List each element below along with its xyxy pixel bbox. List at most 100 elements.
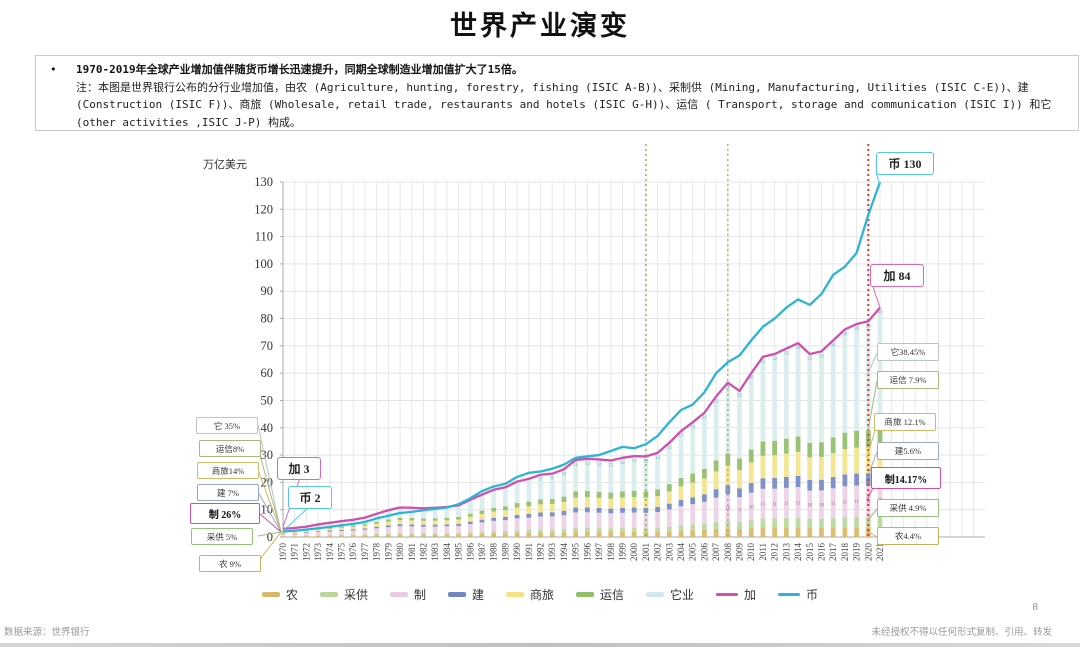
- bar-segment-运信: [409, 518, 415, 521]
- bar-segment-运信: [397, 517, 403, 521]
- bar-segment-label: 11: [854, 500, 859, 505]
- bar-segment-label: 33: [784, 352, 789, 357]
- bar-segment-采供: [491, 531, 497, 534]
- bar-segment-建: [280, 533, 286, 534]
- x-tick-label: 2014: [793, 543, 803, 562]
- bar-segment-建: [608, 508, 614, 514]
- callout-leader: [871, 283, 881, 308]
- bar-segment-采供: [549, 529, 555, 533]
- x-tick-label: 2019: [852, 543, 862, 562]
- bar-segment-运信: [385, 519, 391, 522]
- bar-segment-运信: [432, 518, 438, 521]
- bar-segment-农: [292, 536, 298, 537]
- bar-segment-它业: [479, 494, 485, 511]
- bar-segment-它业: [737, 390, 742, 459]
- bar-segment-采供: [503, 530, 508, 534]
- y-tick-label: 110: [255, 230, 273, 244]
- bar-segment-农: [737, 528, 742, 537]
- bar-segment-采供: [819, 518, 824, 528]
- y-tick-label: 50: [261, 393, 274, 407]
- bar-segment-制: [830, 488, 836, 518]
- bar-segment-它业: [315, 524, 321, 529]
- bar-segment-商旅: [561, 502, 567, 511]
- bar-segment-运信: [538, 499, 543, 505]
- bar-segment-制: [315, 532, 321, 536]
- bar-segment-label: 10: [562, 472, 567, 477]
- bar-segment-建: [549, 512, 555, 517]
- bar-segment-商旅: [444, 520, 450, 525]
- bar-segment-商旅: [830, 452, 836, 478]
- bar-segment-采供: [292, 535, 298, 537]
- bar-segment-农: [772, 527, 778, 537]
- bar-segment-建: [397, 524, 403, 527]
- legend-swatch: [646, 592, 665, 597]
- bar-segment-农: [655, 531, 660, 537]
- x-tick-label: 1975: [337, 543, 347, 562]
- bar-segment-它业: [783, 348, 789, 439]
- bar-segment-采供: [315, 535, 321, 536]
- bar-segment-农: [397, 534, 403, 537]
- bar-segment-它业: [432, 507, 438, 519]
- callout-leader: [257, 447, 282, 533]
- bar-segment-它业: [713, 396, 719, 461]
- bar-segment-采供: [514, 530, 520, 534]
- bar-segment-运信: [573, 491, 579, 498]
- bar-segment-农: [456, 534, 461, 537]
- bar-segment-采供: [854, 516, 859, 528]
- chart-legend: 农 采供 制 建 商旅 运信 它业 加 币: [0, 586, 1080, 603]
- bar-segment-运信: [760, 441, 766, 456]
- callout-left-share-0: 它 35%: [196, 417, 258, 434]
- bar-segment-label: 10: [749, 505, 754, 510]
- bar-segment-它业: [690, 422, 696, 474]
- bar-segment-商旅: [479, 513, 485, 520]
- x-tick-label: 1972: [301, 543, 311, 561]
- callout-leader: [257, 491, 282, 533]
- bar-segment-它业: [854, 324, 859, 431]
- bar-segment-制: [479, 522, 485, 532]
- legend-label: 农: [285, 588, 298, 602]
- bar-segment-建: [842, 474, 848, 487]
- x-tick-label: 1999: [617, 543, 627, 562]
- x-tick-label: 1984: [442, 543, 452, 562]
- bar-segment-制: [397, 526, 403, 534]
- callout-leader: [257, 531, 282, 563]
- bar-segment-采供: [397, 533, 403, 535]
- bar-segment-运信: [877, 424, 883, 443]
- legend-item-商旅: 商旅: [505, 586, 554, 603]
- bar-segment-农: [491, 533, 497, 537]
- bar-segment-采供: [561, 529, 567, 533]
- x-tick-label: 1976: [348, 543, 358, 562]
- callout-leader: [257, 531, 282, 537]
- bar-segment-label: 19: [690, 425, 695, 430]
- bar-segment-运信: [456, 516, 461, 520]
- y-tick-label: 90: [261, 284, 274, 298]
- bar-segment-农: [549, 532, 555, 537]
- bar-segment-农: [854, 527, 859, 537]
- bar-segment-采供: [538, 529, 543, 533]
- bar-segment-建: [573, 507, 579, 513]
- bar-segment-采供: [596, 528, 602, 532]
- bar-segment-商旅: [631, 497, 637, 508]
- bar-segment-建: [748, 483, 754, 493]
- legend-label: 加: [744, 588, 757, 602]
- bar-segment-建: [362, 528, 368, 530]
- bar-segment-它业: [620, 457, 625, 492]
- bar-segment-制: [526, 517, 532, 530]
- legend-label: 币: [806, 588, 819, 602]
- bar-segment-制: [339, 530, 344, 535]
- bar-segment-建: [503, 516, 508, 521]
- bar-segment-制: [725, 494, 731, 521]
- bar-segment-运信: [584, 491, 590, 498]
- bar-segment-建: [456, 523, 461, 526]
- legend-item-农: 农: [261, 586, 298, 603]
- bar-segment-label: 21: [702, 416, 707, 421]
- callout-leader: [866, 352, 878, 377]
- bar-segment-商旅: [280, 532, 286, 534]
- bar-segment-建: [350, 529, 356, 531]
- bar-segment-label: 11: [831, 502, 836, 507]
- x-tick-label: 2010: [746, 543, 756, 562]
- bar-segment-采供: [362, 534, 368, 536]
- bar-segment-农: [748, 528, 754, 537]
- bar-segment-农: [760, 527, 766, 537]
